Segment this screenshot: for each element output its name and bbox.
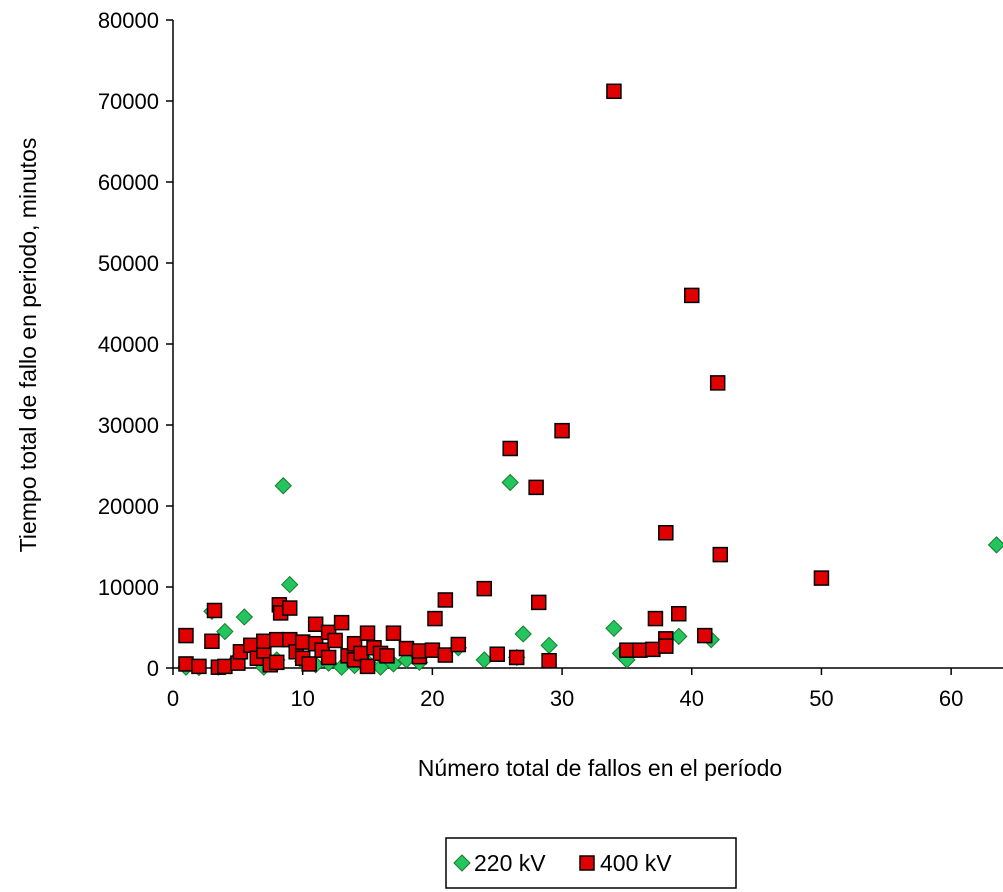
y-tick-label: 80000	[98, 8, 159, 33]
data-point-400kv	[671, 605, 687, 622]
data-point-400kv	[204, 633, 220, 650]
data-point-400kv	[696, 627, 713, 644]
data-point-400kv	[647, 610, 664, 627]
data-point-400kv	[269, 654, 285, 671]
data-point-400kv	[398, 640, 415, 657]
x-tick-label: 30	[550, 686, 574, 711]
data-point-400kv	[327, 632, 343, 649]
data-point-220kv	[281, 575, 299, 594]
data-point-220kv	[540, 636, 558, 655]
data-point-400kv	[281, 600, 298, 616]
data-point-220kv	[501, 473, 519, 492]
legend-item-220kv: 220 kV	[453, 850, 546, 876]
data-point-400kv	[359, 658, 376, 675]
data-point-400kv	[502, 440, 518, 457]
data-point-400kv	[684, 287, 700, 304]
data-point-400kv	[178, 627, 194, 644]
data-point-400kv	[379, 648, 395, 664]
x-tick-label: 50	[809, 686, 833, 711]
x-tick-label: 10	[290, 686, 314, 711]
data-point-400kv	[427, 610, 443, 627]
data-point-400kv	[437, 592, 454, 608]
plot-area: 0 10000 20000 30000 40000 50000 60000 70000 8000…	[98, 8, 1003, 711]
x-tick-label: 40	[680, 686, 704, 711]
data-point-400kv	[554, 422, 570, 439]
y-tick-label: 60000	[98, 170, 159, 195]
legend-label-220kv: 220 kV	[474, 850, 546, 876]
x-tick-label: 60	[939, 686, 963, 711]
data-point-400kv	[385, 625, 402, 641]
data-point-220kv	[216, 622, 234, 641]
y-tick-label: 70000	[98, 89, 159, 114]
y-tick-label: 50000	[98, 251, 159, 276]
y-axis-title: Tiempo total de fallo en periodo, minuto…	[15, 138, 41, 553]
data-point-400kv	[632, 642, 648, 658]
data-point-400kv	[256, 633, 272, 650]
data-point-400kv	[658, 638, 674, 654]
data-point-400kv	[243, 637, 259, 654]
data-point-400kv	[606, 83, 622, 100]
data-point-400kv	[813, 570, 830, 586]
data-point-400kv	[178, 656, 194, 672]
data-point-220kv	[514, 625, 532, 643]
x-tick-label: 0	[167, 686, 179, 711]
data-point-400kv	[269, 631, 285, 648]
legend: 220 kV 400 kV	[445, 837, 737, 889]
data-point-400kv	[541, 652, 557, 669]
legend-label-400kv: 400 kV	[600, 850, 672, 876]
data-point-400kv	[206, 602, 223, 619]
data-point-400kv	[709, 375, 726, 391]
data-point-400kv	[450, 636, 467, 653]
data-point-400kv	[320, 649, 337, 666]
data-point-400kv	[307, 616, 324, 633]
data-point-400kv	[528, 479, 544, 496]
data-point-400kv	[619, 642, 635, 658]
data-point-220kv	[605, 619, 623, 638]
legend-marker-220kv	[453, 854, 471, 872]
y-tick-label: 30000	[98, 413, 159, 438]
legend-marker-400kv	[579, 855, 595, 871]
y-tick-label: 0	[147, 656, 159, 681]
data-point-400kv	[530, 594, 547, 611]
x-axis-title: Número total de fallos en el período	[418, 755, 782, 781]
data-point-400kv	[333, 614, 350, 631]
data-point-400kv	[411, 643, 428, 659]
y-tick-label: 40000	[98, 332, 159, 357]
y-tick-label: 10000	[98, 575, 159, 600]
data-point-400kv	[508, 649, 525, 666]
data-point-400kv	[658, 524, 674, 541]
data-point-400kv	[301, 656, 317, 672]
data-point-400kv	[712, 546, 729, 563]
data-point-400kv	[353, 645, 369, 662]
data-point-400kv	[359, 625, 376, 641]
data-point-400kv	[191, 658, 207, 675]
data-point-400kv	[645, 641, 661, 658]
data-point-400kv	[424, 642, 441, 658]
data-point-400kv	[217, 658, 233, 675]
data-point-220kv	[274, 477, 292, 495]
x-tick-label: 20	[420, 686, 444, 711]
data-point-400kv	[437, 647, 454, 663]
data-point-400kv	[489, 646, 505, 662]
data-point-400kv	[476, 580, 492, 597]
legend-item-400kv: 400 kV	[579, 850, 672, 876]
y-tick-label: 20000	[98, 494, 159, 519]
data-point-220kv	[987, 536, 1003, 554]
data-point-400kv	[294, 634, 311, 650]
data-point-220kv	[235, 608, 254, 626]
